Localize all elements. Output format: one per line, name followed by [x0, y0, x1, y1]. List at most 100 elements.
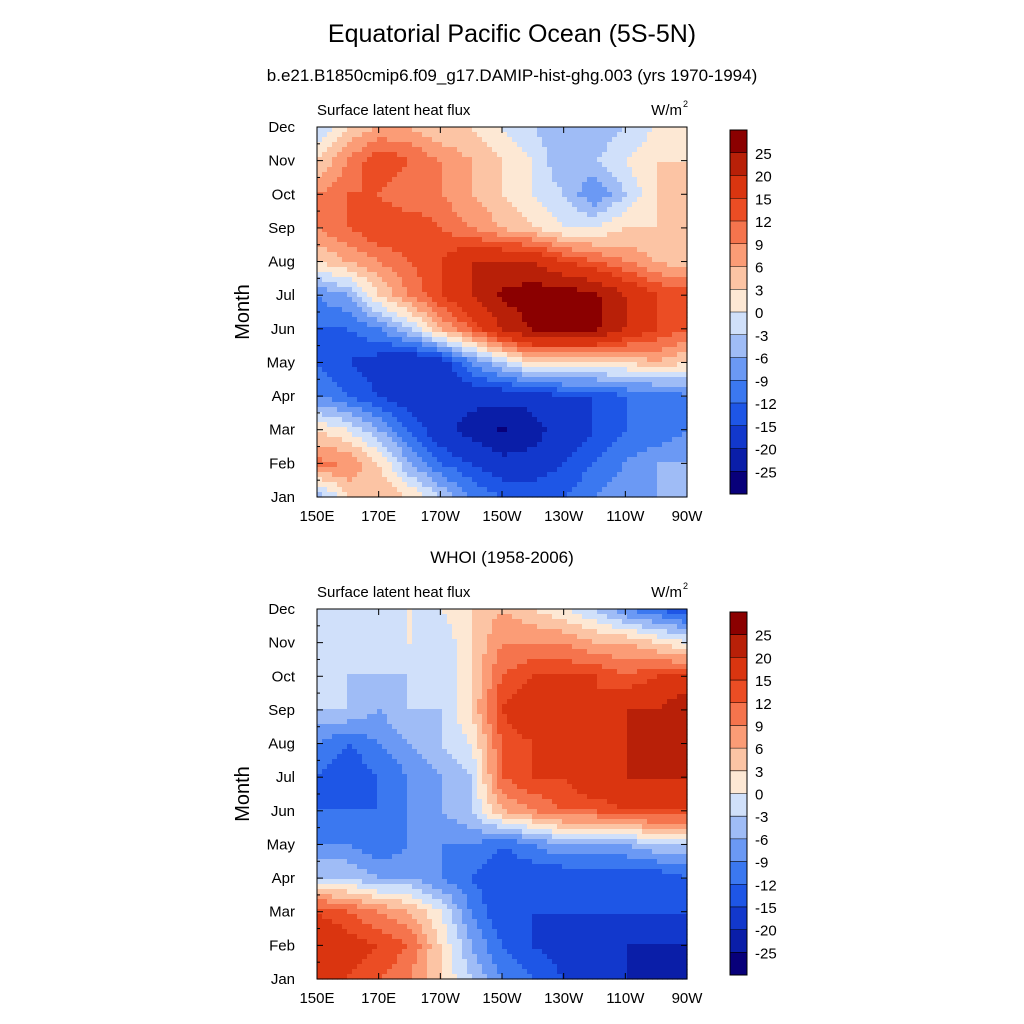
heatmap-cell	[462, 417, 468, 423]
heatmap-cell	[432, 237, 438, 243]
heatmap-cell	[397, 167, 403, 173]
heatmap-cell	[672, 337, 678, 343]
heatmap-cell	[497, 272, 503, 278]
heatmap-cell	[492, 267, 498, 273]
heatmap-cell	[417, 392, 423, 398]
heatmap-cell	[517, 327, 523, 333]
heatmap-cell	[677, 132, 683, 138]
heatmap-cell	[597, 297, 603, 303]
heatmap-cell	[662, 272, 668, 278]
heatmap-cell	[347, 132, 353, 138]
heatmap-cell	[332, 207, 338, 213]
heatmap-cell	[472, 207, 478, 213]
heatmap-cell	[672, 442, 678, 448]
heatmap-cell	[382, 392, 388, 398]
heatmap-cell	[407, 387, 413, 393]
heatmap-cell	[337, 132, 343, 138]
heatmap-cell	[527, 427, 533, 433]
heatmap-cell	[557, 292, 563, 298]
heatmap-cell	[457, 197, 463, 203]
heatmap-cell	[397, 402, 403, 408]
heatmap-cell	[542, 252, 548, 258]
heatmap-cell	[452, 352, 458, 358]
heatmap-cell	[512, 297, 518, 303]
heatmap-cell	[372, 142, 378, 148]
heatmap-cell	[557, 217, 563, 223]
heatmap-cell	[542, 292, 548, 298]
heatmap-cell	[672, 362, 678, 368]
heatmap-cell	[597, 137, 603, 143]
heatmap-cell	[567, 212, 573, 218]
heatmap-cell	[577, 202, 583, 208]
heatmap-cell	[387, 142, 393, 148]
heatmap-cell	[672, 372, 678, 378]
heatmap-cell	[467, 277, 473, 283]
heatmap-cell	[527, 297, 533, 303]
heatmap-cell	[672, 282, 678, 288]
heatmap-cell	[647, 397, 653, 403]
heatmap-cell	[442, 197, 448, 203]
heatmap-cell	[362, 242, 368, 248]
heatmap-cell	[317, 257, 323, 263]
heatmap-cell	[597, 447, 603, 453]
heatmap-cell	[607, 312, 613, 318]
heatmap-cell	[457, 452, 463, 458]
heatmap-cell	[517, 312, 523, 318]
heatmap-cell	[637, 292, 643, 298]
heatmap-cell	[567, 292, 573, 298]
heatmap-cell	[477, 262, 483, 268]
heatmap-cell	[447, 152, 453, 158]
heatmap-cell	[447, 272, 453, 278]
heatmap-cell	[327, 132, 333, 138]
heatmap-cell	[642, 412, 648, 418]
heatmap-cell	[607, 152, 613, 158]
heatmap-cell	[372, 237, 378, 243]
heatmap-cell	[552, 172, 558, 178]
heatmap-cell	[522, 162, 528, 168]
heatmap-cell	[347, 237, 353, 243]
heatmap-cell	[437, 192, 443, 198]
heatmap-cell	[457, 372, 463, 378]
heatmap-cell	[612, 217, 618, 223]
heatmap-cell	[597, 437, 603, 443]
heatmap-cell	[607, 127, 613, 133]
heatmap-cell	[462, 462, 468, 468]
heatmap-cell	[502, 257, 508, 263]
heatmap-cell	[392, 457, 398, 463]
heatmap-cell	[377, 442, 383, 448]
heatmap-cell	[572, 387, 578, 393]
heatmap-cell	[522, 292, 528, 298]
heatmap-cell	[482, 417, 488, 423]
heatmap-cell	[682, 252, 688, 258]
heatmap-cell	[632, 287, 638, 293]
heatmap-cell	[532, 387, 538, 393]
heatmap-cell	[592, 432, 598, 438]
heatmap-cell	[447, 267, 453, 273]
heatmap-cell	[627, 237, 633, 243]
heatmap-cell	[637, 387, 643, 393]
heatmap-cell	[477, 127, 483, 133]
heatmap-cell	[557, 242, 563, 248]
heatmap-cell	[552, 162, 558, 168]
heatmap-cell	[517, 387, 523, 393]
heatmap-cell	[367, 342, 373, 348]
heatmap-cell	[392, 437, 398, 443]
heatmap-cell	[317, 172, 323, 178]
heatmap-cell	[522, 237, 528, 243]
heatmap-cell	[582, 397, 588, 403]
heatmap-cell	[387, 377, 393, 383]
heatmap-cell	[542, 192, 548, 198]
heatmap-cell	[447, 212, 453, 218]
heatmap-cell	[547, 337, 553, 343]
heatmap-cell	[322, 177, 328, 183]
heatmap-cell	[532, 297, 538, 303]
heatmap-cell	[592, 417, 598, 423]
heatmap-cell	[552, 287, 558, 293]
heatmap-cell	[447, 312, 453, 318]
heatmap-cell	[347, 287, 353, 293]
heatmap-cell	[472, 352, 478, 358]
heatmap-cell	[337, 192, 343, 198]
heatmap-cell	[557, 172, 563, 178]
heatmap-cell	[387, 422, 393, 428]
heatmap-cell	[567, 132, 573, 138]
